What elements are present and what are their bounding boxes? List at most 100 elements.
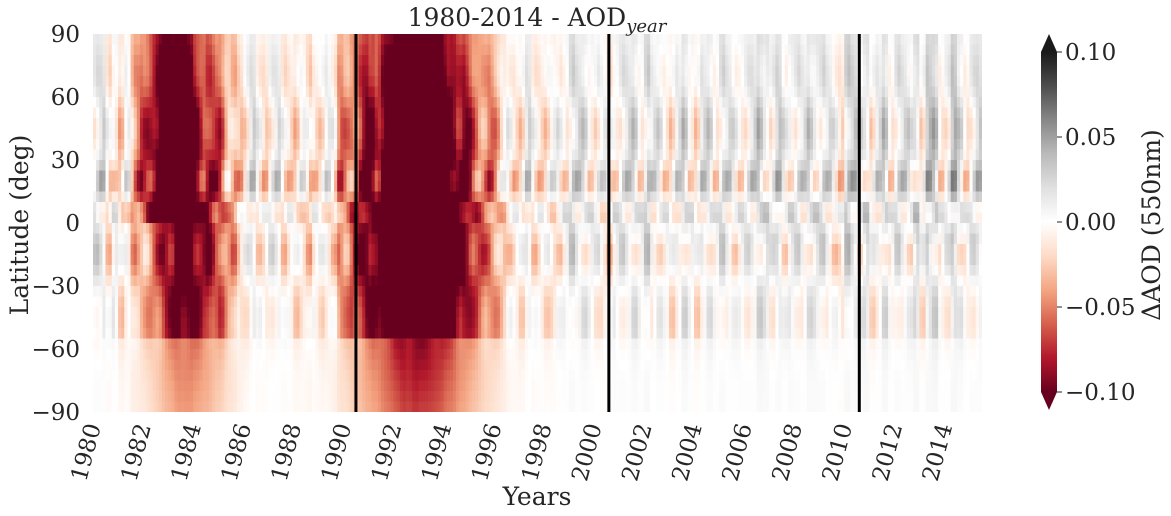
heatmap-cell	[387, 275, 391, 287]
heatmap-cell	[211, 328, 216, 340]
heatmap-cell	[302, 76, 307, 88]
heatmap-cell	[334, 65, 338, 77]
heatmap-cell	[465, 55, 470, 67]
heatmap-cell	[133, 97, 138, 109]
heatmap-cell	[105, 170, 110, 182]
heatmap-cell	[293, 254, 298, 266]
heatmap-cell	[215, 370, 219, 382]
heatmap-cell	[265, 128, 269, 140]
heatmap-cell	[211, 359, 216, 371]
heatmap-cell	[524, 139, 529, 151]
heatmap-cell	[255, 97, 260, 109]
heatmap-cell	[283, 107, 288, 119]
heatmap-cell	[255, 212, 260, 224]
heatmap-cell	[387, 118, 391, 130]
heatmap-cell	[152, 212, 157, 224]
heatmap-cell	[124, 65, 129, 77]
heatmap-cell	[515, 160, 520, 172]
heatmap-cell	[199, 34, 204, 46]
heatmap-cell	[118, 149, 122, 161]
heatmap-cell	[431, 391, 435, 403]
heatmap-cell	[305, 55, 310, 67]
heatmap-cell	[108, 55, 113, 67]
heatmap-cell	[133, 401, 138, 412]
heatmap-cell	[327, 86, 332, 98]
heatmap-cell	[308, 223, 313, 235]
heatmap-cell	[165, 391, 169, 403]
heatmap-cell	[399, 359, 404, 371]
heatmap-cell	[193, 296, 197, 308]
heatmap-cell	[305, 307, 310, 319]
heatmap-cell	[415, 86, 420, 98]
heatmap-cell	[124, 97, 129, 109]
heatmap-cell	[462, 76, 467, 88]
heatmap-cell	[227, 391, 232, 403]
heatmap-cell	[114, 275, 119, 287]
heatmap-cell	[290, 359, 294, 371]
heatmap-cell	[478, 328, 482, 340]
heatmap-cell	[277, 202, 282, 214]
heatmap-cell	[399, 317, 404, 329]
heatmap-cell	[334, 275, 338, 287]
heatmap-cell	[202, 118, 207, 130]
heatmap-cell	[424, 338, 429, 350]
heatmap-cell	[246, 118, 251, 130]
heatmap-cell	[496, 191, 501, 203]
heatmap-cell	[478, 223, 482, 235]
heatmap-cell	[249, 191, 254, 203]
heatmap-cell	[161, 223, 166, 235]
heatmap-cell	[293, 160, 298, 172]
heatmap-cell	[230, 296, 235, 308]
heatmap-cell	[506, 265, 510, 277]
heatmap-cell	[96, 307, 100, 319]
heatmap-cell	[437, 233, 442, 245]
heatmap-cell	[133, 107, 138, 119]
heatmap-cell	[99, 307, 103, 319]
heatmap-cell	[327, 359, 332, 371]
heatmap-cell	[233, 338, 238, 350]
heatmap-cell	[118, 107, 122, 119]
heatmap-cell	[424, 286, 429, 298]
heatmap-cell	[236, 107, 241, 119]
heatmap-cell	[393, 139, 398, 151]
heatmap-cell	[243, 359, 247, 371]
heatmap-cell	[396, 139, 401, 151]
heatmap-cell	[240, 307, 244, 319]
heatmap-cell	[224, 97, 229, 109]
heatmap-cell	[230, 359, 235, 371]
heatmap-cell	[524, 65, 529, 77]
heatmap-cell	[230, 170, 235, 182]
heatmap-cell	[240, 107, 244, 119]
heatmap-cell	[362, 328, 366, 340]
heatmap-cell	[315, 160, 319, 172]
heatmap-cell	[509, 86, 514, 98]
heatmap-cell	[174, 307, 179, 319]
heatmap-cell	[324, 391, 329, 403]
heatmap-cell	[249, 338, 254, 350]
heatmap-cell	[421, 307, 426, 319]
heatmap-cell	[377, 170, 382, 182]
heatmap-cell	[412, 118, 417, 130]
heatmap-cell	[365, 149, 370, 161]
heatmap-cell	[96, 401, 100, 412]
heatmap-cell	[478, 380, 482, 392]
heatmap-cell	[262, 202, 266, 214]
heatmap-cell	[524, 244, 529, 256]
heatmap-cell	[334, 170, 338, 182]
heatmap-cell	[274, 86, 279, 98]
heatmap-cell	[208, 118, 213, 130]
heatmap-cell	[346, 223, 351, 235]
heatmap-cell	[133, 391, 138, 403]
heatmap-cell	[359, 244, 363, 256]
heatmap-cell	[218, 55, 222, 67]
heatmap-cell	[524, 128, 529, 140]
heatmap-cell	[315, 65, 319, 77]
heatmap-cell	[415, 202, 420, 214]
heatmap-cell	[165, 160, 169, 172]
heatmap-cell	[384, 139, 388, 151]
heatmap-cell	[506, 97, 510, 109]
heatmap-cell	[459, 380, 463, 392]
heatmap-cell	[121, 359, 125, 371]
heatmap-cell	[474, 349, 479, 361]
heatmap-cell	[146, 181, 150, 193]
